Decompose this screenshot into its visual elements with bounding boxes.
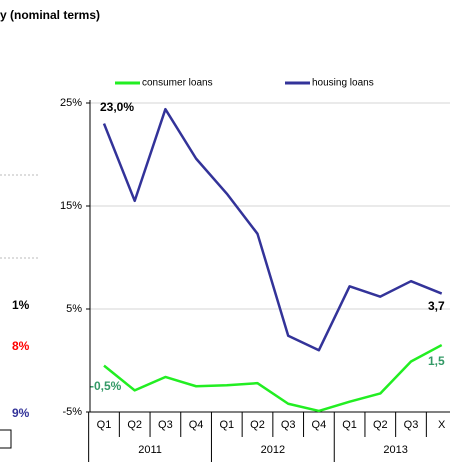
x-tick-label: Q3 bbox=[281, 419, 296, 431]
x-tick-label: X bbox=[438, 419, 446, 431]
year-label: 2013 bbox=[383, 444, 407, 456]
chart-title: y (nominal terms) bbox=[0, 8, 100, 22]
series-line bbox=[103, 343, 443, 413]
x-tick-label: Q3 bbox=[158, 419, 173, 431]
year-label: 2012 bbox=[261, 444, 285, 456]
fragment-label: 1% bbox=[12, 298, 30, 312]
annotation: 3,7 bbox=[428, 299, 445, 313]
x-tick-label: Q1 bbox=[219, 419, 234, 431]
annotation: -0,5% bbox=[90, 379, 122, 393]
x-tick-label: Q2 bbox=[127, 419, 142, 431]
x-tick-label: Q2 bbox=[250, 419, 265, 431]
y-tick-label: 15% bbox=[60, 200, 82, 212]
annotation: 23,0% bbox=[100, 100, 134, 114]
series-line bbox=[102, 107, 443, 352]
y-tick-label: -5% bbox=[62, 406, 82, 418]
legend-label: consumer loans bbox=[142, 78, 213, 89]
fragment-box bbox=[0, 429, 12, 449]
year-label: 2011 bbox=[138, 444, 162, 456]
x-tick-label: Q3 bbox=[404, 419, 419, 431]
x-tick-label: Q4 bbox=[189, 419, 204, 431]
fragment-label: 8% bbox=[12, 339, 30, 353]
x-tick-label: Q1 bbox=[97, 419, 112, 431]
y-tick-label: 25% bbox=[60, 97, 82, 109]
x-tick-label: Q4 bbox=[312, 419, 327, 431]
x-tick-label: Q2 bbox=[373, 419, 388, 431]
legend-label: housing loans bbox=[312, 78, 374, 89]
fragment-label: 9% bbox=[12, 406, 30, 420]
y-tick-label: 5% bbox=[66, 303, 82, 315]
x-tick-label: Q1 bbox=[342, 419, 357, 431]
annotation: 1,5 bbox=[428, 354, 445, 368]
